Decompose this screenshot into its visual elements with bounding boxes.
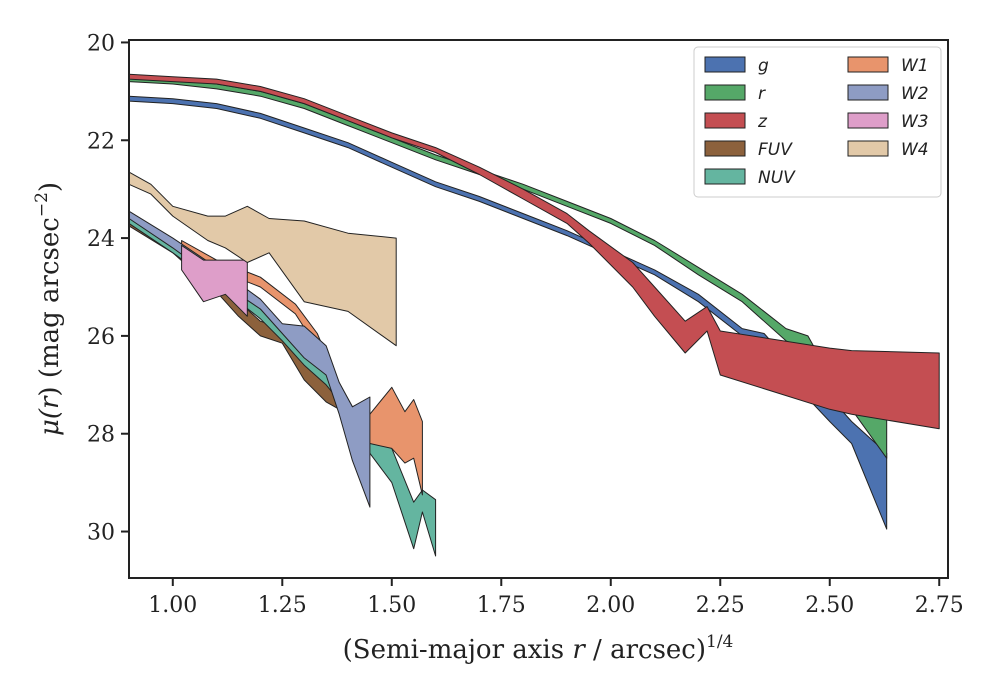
legend-swatch: [847, 56, 889, 73]
legend-item-z: z: [704, 112, 768, 132]
x-tick-label: 1.75: [477, 593, 526, 618]
x-axis-title-var: r: [572, 635, 586, 665]
series-layer: [128, 73, 940, 557]
legend-item-w4: W4: [847, 140, 929, 160]
series-band-z: [128, 73, 940, 430]
y-axis-title-main: μ(: [35, 408, 65, 436]
legend-item-nuv: NUV: [704, 168, 796, 188]
x-axis-title: (Semi-major axis r / arcsec)1/4: [343, 632, 734, 665]
legend-label: W3: [901, 112, 929, 132]
y-tick-label: 26: [87, 325, 115, 350]
x-tick-label: 2.00: [586, 593, 635, 618]
series-band-w3: [181, 244, 248, 317]
legend-swatch: [847, 140, 889, 157]
legend-item-w2: W2: [847, 84, 929, 104]
legend-item-w3: W3: [847, 112, 929, 132]
legend-swatch: [704, 140, 746, 157]
y-tick-label: 24: [87, 227, 115, 252]
legend: grz FUV NUV W1 W2 W3 W4: [693, 46, 942, 198]
y-axis-title: μ(r) (mag arcsec−2): [32, 182, 65, 436]
tick-layer: 1.00 1.25 1.50 1.75 2.00 2.25 2.50 2.75 20 22 24 26…: [87, 31, 964, 618]
legend-item-r: r: [704, 84, 766, 104]
x-axis-title-main: (Semi-major axis: [343, 635, 573, 665]
legend-label: W4: [901, 140, 929, 160]
x-tick-label: 1.00: [148, 593, 197, 618]
y-tick-label: 20: [87, 31, 115, 56]
y-tick-label: 30: [87, 521, 115, 546]
y-axis-title-unit: ) (mag arcsec: [35, 217, 65, 396]
x-axis-title-exponent: 1/4: [706, 632, 733, 652]
legend-item-fuv: FUV: [704, 140, 793, 160]
x-tick-label: 2.25: [696, 593, 745, 618]
legend-swatch: [847, 84, 889, 101]
legend-label: W2: [901, 84, 929, 104]
x-axis-title-unit: / arcsec): [585, 635, 706, 665]
legend-swatch: [704, 84, 746, 101]
series-band-r: [128, 76, 888, 459]
x-tick-label: 1.25: [258, 593, 307, 618]
legend-label: NUV: [758, 168, 796, 188]
legend-items: grz FUV NUV W1 W2 W3 W4: [704, 56, 929, 188]
legend-swatch: [704, 56, 746, 73]
legend-item-g: g: [704, 56, 769, 76]
legend-swatch: [847, 112, 889, 129]
x-tick-label: 1.50: [367, 593, 416, 618]
y-tick-label: 28: [87, 423, 115, 448]
y-axis-title-var: r: [35, 395, 65, 409]
legend-label: FUV: [758, 140, 793, 160]
legend-label: r: [758, 84, 766, 104]
y-tick-label: 22: [87, 129, 115, 154]
x-tick-label: 2.50: [805, 593, 854, 618]
legend-label: z: [757, 112, 768, 132]
legend-swatch: [704, 112, 746, 129]
legend-label: g: [758, 56, 769, 76]
y-axis-title-exponent: −2: [32, 192, 52, 217]
series-band-w4: [128, 171, 397, 347]
legend-swatch: [704, 168, 746, 185]
y-axis-title-close: ): [35, 182, 65, 192]
plot-frame: [128, 39, 949, 579]
legend-item-w1: W1: [847, 56, 929, 76]
legend-label: W1: [901, 56, 929, 76]
series-band-g: [128, 95, 888, 530]
x-tick-label: 2.75: [915, 593, 964, 618]
